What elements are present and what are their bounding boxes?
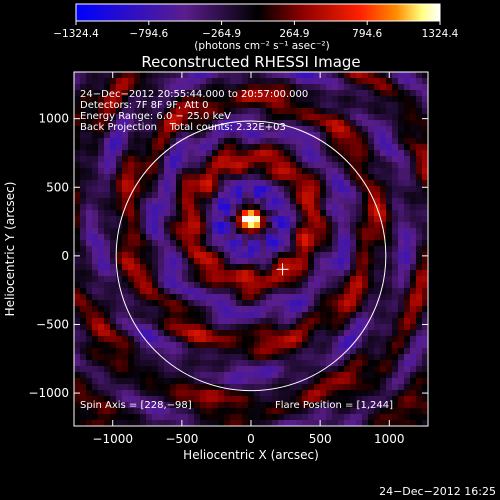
footer-timestamp: 24−Dec−2012 16:25 (379, 485, 496, 498)
chart-title: Reconstructed RHESSI Image (141, 53, 360, 71)
colorbar-tick-label: 264.9 (279, 28, 309, 40)
colorbar-tick-label: 794.6 (352, 28, 382, 40)
y-tick-label: −1000 (28, 386, 69, 400)
y-tick-label: 500 (46, 180, 69, 194)
heatmap-image (74, 72, 428, 426)
x-tick-label: 0 (247, 432, 255, 446)
axes: −1000 −500 0 500 1000 −1000 −500 0 500 1000 (28, 72, 428, 446)
y-tick-label: −500 (36, 317, 69, 331)
x-tick-label: −1000 (92, 432, 133, 446)
colorbar-tick-label: −264.9 (202, 28, 241, 40)
annotation-method: Back Projection Total counts: 2.32E+03 (80, 122, 286, 133)
annotation-detectors: Detectors: 7F 8F 9F, Att 0 (80, 100, 208, 111)
y-tick-label: 1000 (38, 112, 69, 126)
colorbar (75, 3, 441, 22)
x-tick-label: 500 (309, 432, 332, 446)
y-axis-label: Heliocentric Y (arcsec) (3, 182, 17, 317)
x-axis-label: Heliocentric X (arcsec) (183, 448, 319, 462)
colorbar-ticks: −1324.4 −794.6 −264.9 264.9 794.6 1324.4 (53, 21, 459, 40)
x-tick-label: 1000 (374, 432, 405, 446)
spin-axis-label: Spin Axis = [228,−98] (80, 400, 192, 411)
colorbar-tick-label: −794.6 (129, 28, 168, 40)
annotation-time: 24−Dec−2012 20:55:44.000 to 20:57:00.000 (80, 89, 308, 100)
spin-axis-marker (276, 263, 289, 276)
sun-limb-circle (115, 120, 387, 392)
flare-position-label: Flare Position = [1,244] (275, 400, 393, 411)
annotation-energy: Energy Range: 6.0 − 25.0 keV (80, 111, 231, 122)
x-tick-label: −500 (165, 432, 198, 446)
colorbar-tick-label: −1324.4 (53, 28, 99, 40)
colorbar-tick-label: 1324.4 (422, 28, 459, 40)
colorbar-unit-label: (photons cm⁻² s⁻¹ asec⁻²) (194, 40, 329, 52)
y-tick-label: 0 (61, 249, 69, 263)
